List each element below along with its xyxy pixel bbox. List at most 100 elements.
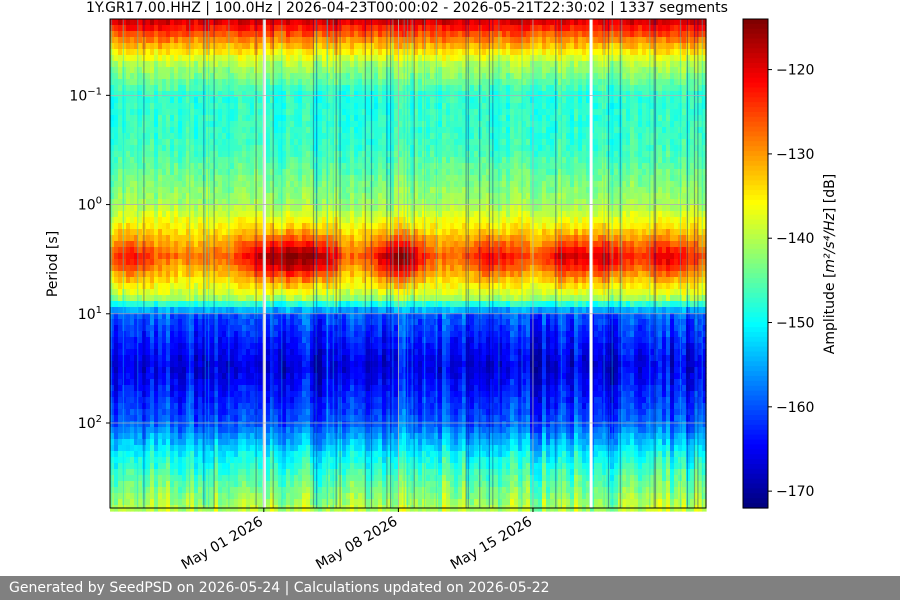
heatmap-cell bbox=[346, 187, 351, 194]
heatmap-cell bbox=[110, 73, 115, 80]
heatmap-cell bbox=[122, 169, 127, 176]
heatmap-cell bbox=[110, 25, 115, 32]
heatmap-cell bbox=[430, 43, 435, 50]
heatmap-cell bbox=[338, 37, 343, 44]
heatmap-cell bbox=[370, 97, 375, 104]
heatmap-cell bbox=[394, 205, 399, 212]
heatmap-cell bbox=[506, 19, 511, 26]
heatmap-cell bbox=[622, 43, 627, 50]
heatmap-cell bbox=[494, 19, 499, 26]
heatmap-cell bbox=[238, 43, 243, 50]
heatmap-cell bbox=[362, 121, 367, 128]
heatmap-cell bbox=[702, 49, 707, 56]
heatmap-cell bbox=[234, 49, 239, 56]
heatmap-cell bbox=[142, 199, 147, 206]
heatmap-cell bbox=[606, 55, 611, 62]
heatmap-cell bbox=[474, 25, 479, 32]
heatmap-cell bbox=[146, 151, 151, 158]
heatmap-cell bbox=[250, 139, 255, 146]
heatmap-cell bbox=[318, 67, 323, 74]
heatmap-cell bbox=[478, 49, 483, 56]
heatmap-cell bbox=[210, 121, 215, 128]
heatmap-cell bbox=[542, 169, 547, 176]
heatmap-cell bbox=[634, 43, 639, 50]
heatmap-cell bbox=[170, 103, 175, 110]
heatmap-cell bbox=[526, 199, 531, 206]
heatmap-cell bbox=[506, 61, 511, 68]
heatmap-cell bbox=[546, 115, 551, 122]
heatmap-cell bbox=[450, 205, 455, 212]
heatmap-cell bbox=[538, 85, 543, 92]
heatmap-cell bbox=[290, 19, 295, 26]
heatmap-cell bbox=[466, 97, 471, 104]
heatmap-cell bbox=[114, 73, 119, 80]
heatmap-cell bbox=[238, 169, 243, 176]
heatmap-cell bbox=[142, 37, 147, 44]
heatmap-cell bbox=[638, 157, 643, 164]
heatmap-cell bbox=[470, 169, 475, 176]
heatmap-cell bbox=[482, 109, 487, 116]
heatmap-cell bbox=[586, 61, 591, 68]
heatmap-cell bbox=[594, 31, 599, 38]
heatmap-cell bbox=[598, 205, 603, 212]
heatmap-cell bbox=[514, 187, 519, 194]
heatmap-cell bbox=[486, 193, 491, 200]
heatmap-cell bbox=[286, 187, 291, 194]
heatmap-cell bbox=[626, 25, 631, 32]
heatmap-cell bbox=[450, 25, 455, 32]
heatmap-cell bbox=[198, 49, 203, 56]
heatmap-cell bbox=[698, 115, 703, 122]
heatmap-cell bbox=[162, 163, 167, 170]
heatmap-cell bbox=[574, 43, 579, 50]
heatmap-cell bbox=[234, 127, 239, 134]
heatmap-cell bbox=[154, 91, 159, 98]
heatmap-cell bbox=[110, 67, 115, 74]
heatmap-cell bbox=[454, 199, 459, 206]
heatmap-cell bbox=[186, 121, 191, 128]
heatmap-cell bbox=[610, 121, 615, 128]
heatmap-cell bbox=[286, 85, 291, 92]
heatmap-cell bbox=[542, 61, 547, 68]
heatmap-cell bbox=[134, 133, 139, 140]
heatmap-cell bbox=[530, 163, 535, 170]
heatmap-cell bbox=[146, 43, 151, 50]
heatmap-cell bbox=[206, 121, 211, 128]
heatmap-cell bbox=[578, 97, 583, 104]
heatmap-cell bbox=[118, 49, 123, 56]
heatmap-cell bbox=[302, 91, 307, 98]
heatmap-cell bbox=[446, 85, 451, 92]
heatmap-cell bbox=[538, 187, 543, 194]
heatmap-cell bbox=[694, 199, 699, 206]
heatmap-cell bbox=[354, 139, 359, 146]
heatmap-cell bbox=[554, 109, 559, 116]
heatmap-cell bbox=[142, 103, 147, 110]
heatmap-cell bbox=[170, 217, 175, 224]
heatmap-cell bbox=[122, 193, 127, 200]
heatmap-cell bbox=[518, 163, 523, 170]
heatmap-cell bbox=[462, 139, 467, 146]
heatmap-cell bbox=[422, 127, 427, 134]
heatmap-cell bbox=[610, 55, 615, 62]
heatmap-cell bbox=[206, 19, 211, 26]
heatmap-cell bbox=[174, 151, 179, 158]
heatmap-cell bbox=[602, 55, 607, 62]
heatmap-cell bbox=[662, 211, 667, 218]
heatmap-cell bbox=[134, 199, 139, 206]
heatmap-cell bbox=[510, 19, 515, 26]
heatmap-cell bbox=[674, 25, 679, 32]
heatmap-cell bbox=[298, 205, 303, 212]
heatmap-cell bbox=[662, 25, 667, 32]
heatmap-cell bbox=[306, 169, 311, 176]
heatmap-cell bbox=[458, 151, 463, 158]
heatmap-cell bbox=[282, 211, 287, 218]
heatmap-cell bbox=[610, 31, 615, 38]
heatmap-cell bbox=[602, 109, 607, 116]
heatmap-cell bbox=[190, 205, 195, 212]
heatmap-cell bbox=[498, 91, 503, 98]
heatmap-cell bbox=[630, 169, 635, 176]
heatmap-cell bbox=[394, 61, 399, 68]
heatmap-cell bbox=[322, 187, 327, 194]
heatmap-cell bbox=[314, 19, 319, 26]
heatmap-cell bbox=[498, 43, 503, 50]
heatmap-cell bbox=[502, 193, 507, 200]
